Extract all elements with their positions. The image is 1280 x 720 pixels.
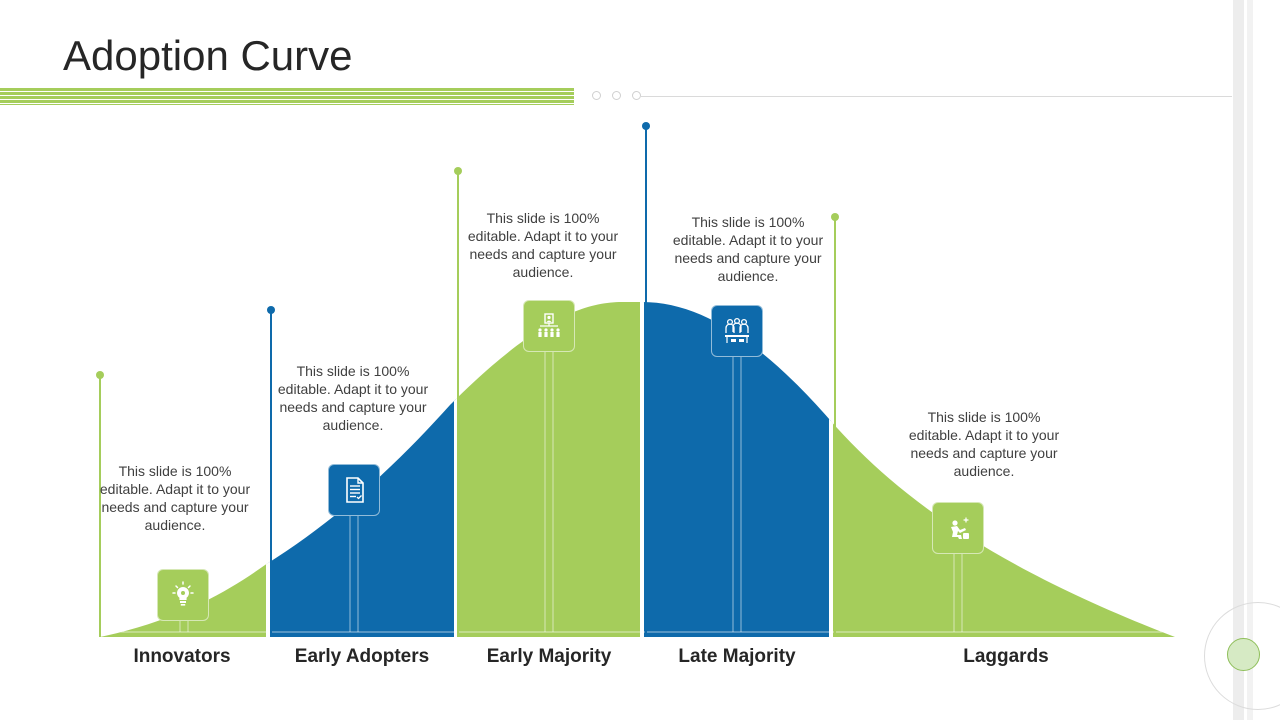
marker-innovators — [96, 371, 104, 637]
title-dot-3 — [632, 91, 641, 100]
lightbulb-icon — [157, 569, 209, 621]
side-decoration-strip-inner — [1247, 0, 1253, 720]
marker-early-adopters — [267, 306, 275, 637]
segment-text-early-adopters: This slide is 100% editable. Adapt it to… — [277, 363, 429, 433]
title-dot-2 — [612, 91, 621, 100]
marker-laggards — [831, 213, 839, 637]
segment-label-early-adopters: Early Adopters — [294, 646, 430, 667]
segment-text-innovators: This slide is 100% editable. Adapt it to… — [99, 463, 251, 533]
segment-text-early-majority: This slide is 100% editable. Adapt it to… — [467, 210, 619, 280]
segment-label-laggards: Laggards — [963, 646, 1049, 667]
team-meeting-icon — [711, 305, 763, 357]
segment-text-laggards: This slide is 100% editable. Adapt it to… — [908, 409, 1060, 479]
marker-early-majority — [454, 167, 462, 637]
icon-stems — [179, 351, 963, 632]
org-chart-icon — [523, 300, 575, 352]
corner-decoration-dot — [1227, 638, 1260, 671]
segment-label-late-majority: Late Majority — [678, 646, 796, 667]
document-icon — [328, 464, 380, 516]
person-kneeling-icon — [932, 502, 984, 554]
marker-late-majority — [642, 122, 650, 637]
title-dot-1 — [592, 91, 601, 100]
slide-title: Adoption Curve — [63, 32, 353, 79]
segment-text-late-majority: This slide is 100% editable. Adapt it to… — [672, 214, 824, 284]
segment-label-early-majority: Early Majority — [486, 646, 612, 667]
title-rule — [640, 96, 1232, 97]
title-accent-bar — [0, 88, 574, 105]
segment-label-innovators: Innovators — [133, 646, 231, 667]
side-decoration-strip — [1233, 0, 1244, 720]
